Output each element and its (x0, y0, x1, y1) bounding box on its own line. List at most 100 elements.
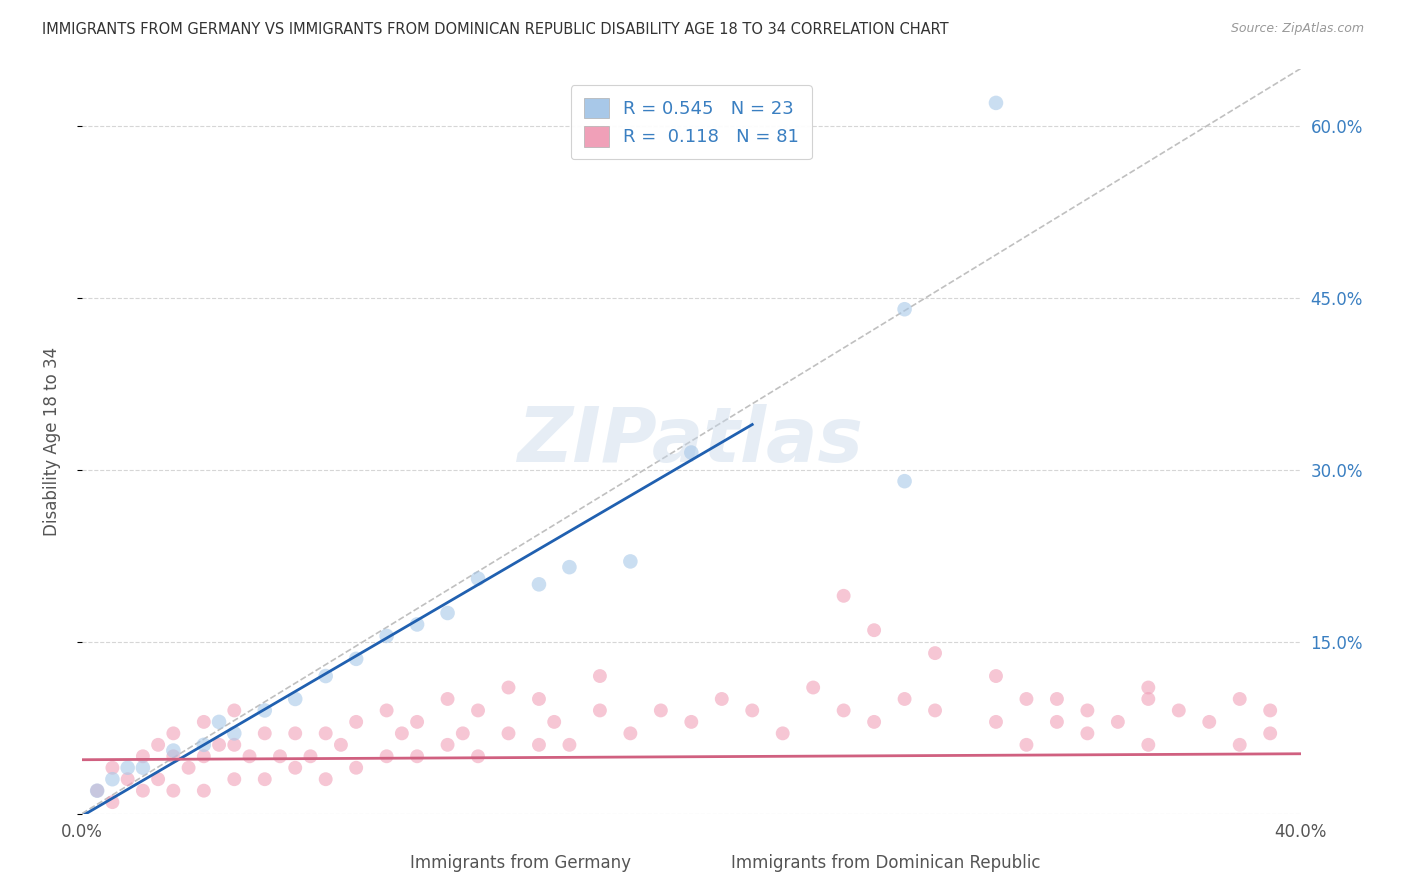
Legend: R = 0.545   N = 23, R =  0.118   N = 81: R = 0.545 N = 23, R = 0.118 N = 81 (571, 85, 811, 159)
Point (527, 738, 550, 752)
Point (467, 749, 489, 764)
Point (527, 577, 550, 591)
Point (101, 795, 124, 809)
Point (208, 714, 231, 729)
Point (132, 783, 155, 797)
Point (650, 703, 672, 717)
Point (177, 761, 200, 775)
Point (619, 726, 641, 740)
Point (1046, 692, 1069, 706)
Point (924, 703, 946, 717)
Text: ZIPatlas: ZIPatlas (519, 404, 865, 478)
Point (299, 749, 322, 764)
Point (1198, 714, 1220, 729)
Point (315, 669, 337, 683)
Point (253, 772, 276, 787)
Point (284, 761, 307, 775)
Point (984, 714, 1007, 729)
Point (498, 726, 520, 740)
Point (1229, 738, 1251, 752)
Point (315, 772, 337, 787)
Point (344, 652, 367, 666)
Point (224, 726, 246, 740)
Point (132, 749, 155, 764)
Point (406, 617, 429, 632)
Point (498, 681, 520, 695)
Point (467, 572, 489, 586)
Point (863, 623, 886, 637)
Point (224, 703, 246, 717)
Point (1167, 703, 1189, 717)
Point (436, 692, 458, 706)
Point (117, 761, 139, 775)
Point (117, 772, 139, 787)
Point (208, 738, 231, 752)
Point (543, 714, 565, 729)
Point (375, 703, 398, 717)
Point (436, 738, 458, 752)
Text: Immigrants from Germany: Immigrants from Germany (409, 855, 631, 872)
Point (893, 302, 915, 317)
Point (893, 692, 915, 706)
Point (1015, 692, 1038, 706)
Point (467, 703, 489, 717)
Point (801, 681, 824, 695)
Point (710, 692, 733, 706)
Point (681, 714, 703, 729)
Point (1229, 692, 1251, 706)
Point (162, 743, 184, 757)
Point (86, 783, 108, 797)
Point (984, 95, 1007, 110)
Point (527, 692, 550, 706)
Point (1107, 714, 1129, 729)
Point (451, 726, 474, 740)
Point (741, 703, 763, 717)
Point (238, 749, 260, 764)
Point (344, 714, 367, 729)
Point (284, 726, 307, 740)
Point (284, 692, 307, 706)
Point (86, 783, 108, 797)
Point (984, 669, 1007, 683)
Point (558, 560, 581, 574)
Point (619, 554, 641, 568)
Point (1258, 703, 1281, 717)
Point (269, 749, 291, 764)
Point (1046, 714, 1069, 729)
Point (436, 606, 458, 620)
Point (329, 738, 352, 752)
Point (832, 703, 855, 717)
Point (146, 738, 169, 752)
Point (375, 629, 398, 643)
Point (1137, 681, 1160, 695)
Point (893, 474, 915, 488)
Point (1015, 738, 1038, 752)
Point (315, 726, 337, 740)
Point (589, 703, 612, 717)
Point (162, 783, 184, 797)
Point (863, 714, 886, 729)
Point (344, 761, 367, 775)
Point (224, 772, 246, 787)
Point (101, 761, 124, 775)
Point (924, 646, 946, 660)
Text: Source: ZipAtlas.com: Source: ZipAtlas.com (1230, 22, 1364, 36)
Point (253, 703, 276, 717)
Point (1076, 726, 1098, 740)
Point (101, 772, 124, 787)
Point (162, 726, 184, 740)
Point (224, 738, 246, 752)
Point (589, 669, 612, 683)
Point (193, 714, 215, 729)
Point (193, 738, 215, 752)
Point (1137, 738, 1160, 752)
Point (253, 726, 276, 740)
Point (1137, 692, 1160, 706)
Text: Immigrants from Dominican Republic: Immigrants from Dominican Republic (731, 855, 1040, 872)
Point (1258, 726, 1281, 740)
Point (406, 714, 429, 729)
Text: IMMIGRANTS FROM GERMANY VS IMMIGRANTS FROM DOMINICAN REPUBLIC DISABILITY AGE 18 : IMMIGRANTS FROM GERMANY VS IMMIGRANTS FR… (42, 22, 949, 37)
Point (162, 749, 184, 764)
Point (406, 749, 429, 764)
Point (375, 749, 398, 764)
